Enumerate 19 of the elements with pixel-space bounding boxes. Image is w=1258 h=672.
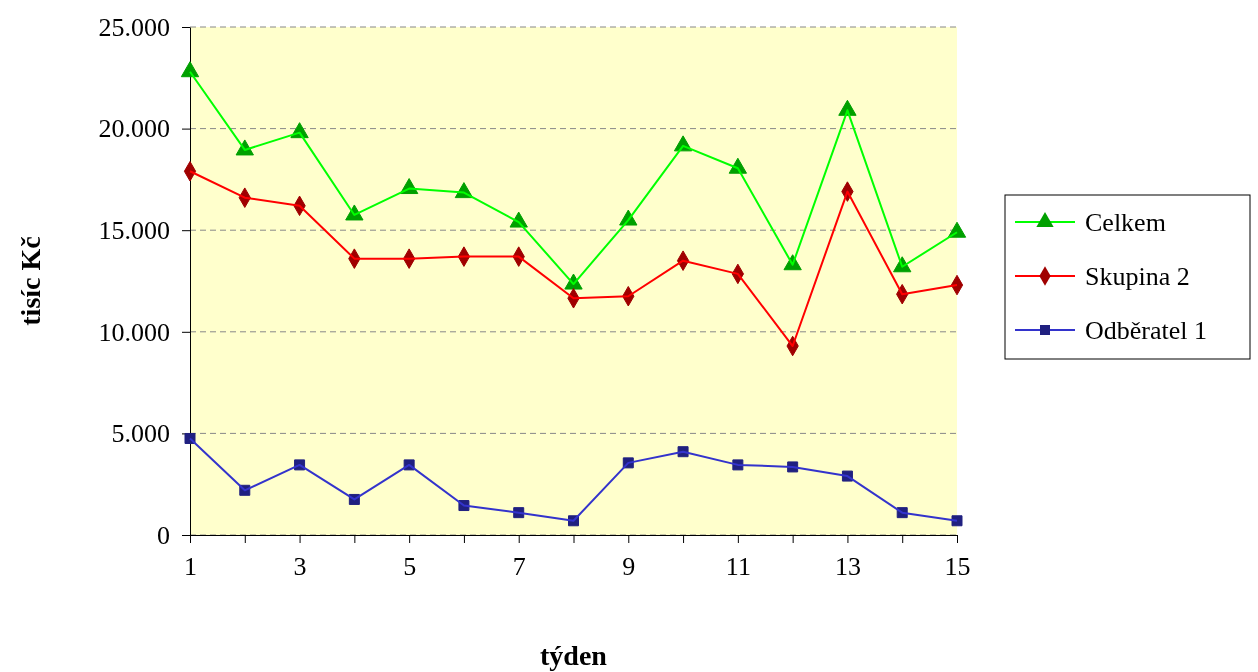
x-tick-label: 1 <box>184 552 197 582</box>
x-axis-title: týden <box>540 640 608 671</box>
y-tick-label: 10.000 <box>98 317 170 347</box>
y-tick-label: 5.000 <box>111 419 170 449</box>
x-tick-label: 5 <box>403 552 417 582</box>
x-tick-label: 11 <box>725 552 751 582</box>
y-tick-label: 25.000 <box>98 12 170 42</box>
x-tick-label: 7 <box>512 552 526 582</box>
y-axis-title: tisíc Kč <box>15 236 46 326</box>
legend-label: Odběratel 1 <box>1085 316 1208 345</box>
legend-label: Skupina 2 <box>1085 262 1190 291</box>
x-tick-label: 3 <box>293 552 307 582</box>
y-tick-label: 20.000 <box>98 114 170 144</box>
y-tick-label: 0 <box>157 520 170 550</box>
legend-label: Celkem <box>1085 208 1166 237</box>
x-tick-label: 9 <box>622 552 636 582</box>
x-tick-label: 15 <box>944 552 971 582</box>
y-tick-label: 15.000 <box>98 216 170 246</box>
x-tick-label: 13 <box>834 552 861 582</box>
